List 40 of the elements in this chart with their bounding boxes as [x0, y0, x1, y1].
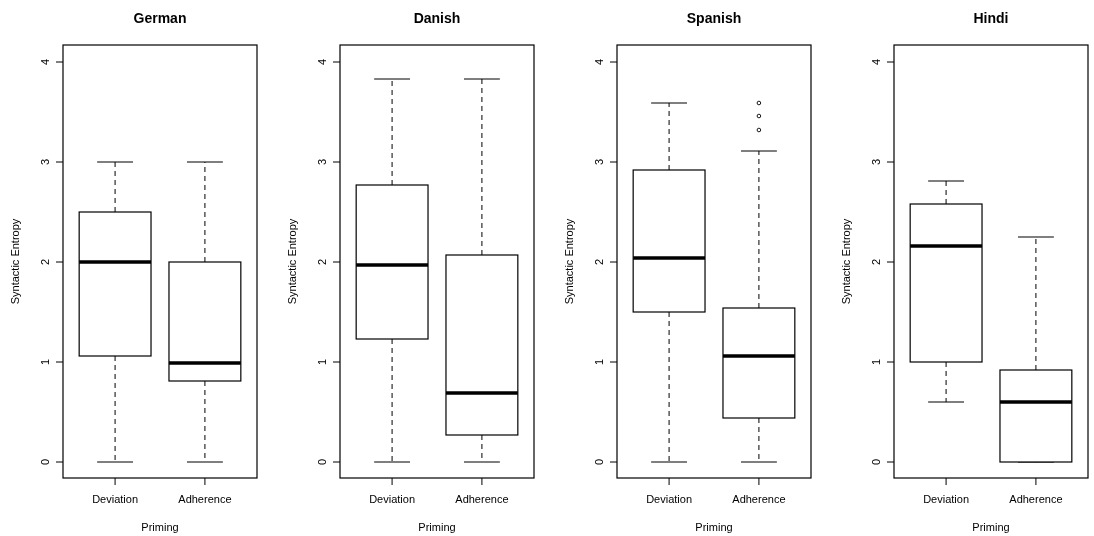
- y-tick-label: 3: [39, 158, 51, 166]
- y-axis-title: Syntactic Entropy: [840, 218, 852, 305]
- chart-title: Hindi: [973, 10, 1009, 26]
- y-tick-label: 0: [316, 458, 328, 466]
- y-tick-label: 2: [870, 258, 882, 266]
- y-tick-label: 3: [316, 158, 328, 166]
- y-tick-label: 4: [593, 58, 605, 66]
- x-tick-label: Adherence: [732, 493, 786, 505]
- y-tick-label: 1: [593, 358, 605, 366]
- y-axis-title: Syntactic Entropy: [286, 218, 298, 305]
- x-axis-title: Priming: [418, 521, 456, 533]
- y-axis-title: Syntactic Entropy: [9, 218, 21, 305]
- y-tick-label: 1: [870, 358, 882, 366]
- x-tick-label: Deviation: [923, 493, 970, 505]
- x-tick-label: Adherence: [178, 493, 232, 505]
- chart-title: German: [133, 10, 187, 26]
- y-axis-title: Syntactic Entropy: [563, 218, 575, 305]
- x-tick-label: Deviation: [92, 493, 139, 505]
- y-tick-label: 3: [870, 158, 882, 166]
- y-tick-label: 2: [593, 258, 605, 266]
- x-axis-title: Priming: [141, 521, 179, 533]
- y-tick-label: 4: [39, 58, 51, 66]
- y-tick-label: 4: [870, 58, 882, 66]
- x-tick-label: Deviation: [646, 493, 693, 505]
- x-axis-title: Priming: [695, 521, 733, 533]
- chart-title: Danish: [413, 10, 461, 26]
- y-tick-label: 3: [593, 158, 605, 166]
- y-tick-label: 2: [39, 258, 51, 266]
- y-tick-label: 0: [870, 458, 882, 466]
- x-tick-label: Deviation: [369, 493, 416, 505]
- y-tick-label: 1: [39, 358, 51, 366]
- y-tick-label: 1: [316, 358, 328, 366]
- y-tick-label: 4: [316, 58, 328, 66]
- y-tick-label: 0: [593, 458, 605, 466]
- y-tick-label: 0: [39, 458, 51, 466]
- y-tick-label: 2: [316, 258, 328, 266]
- chart-title: Spanish: [686, 10, 742, 26]
- x-tick-label: Adherence: [1009, 493, 1063, 505]
- x-axis-title: Priming: [972, 521, 1010, 533]
- x-tick-label: Adherence: [455, 493, 509, 505]
